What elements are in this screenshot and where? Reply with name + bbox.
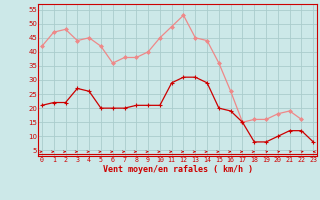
X-axis label: Vent moyen/en rafales ( km/h ): Vent moyen/en rafales ( km/h ): [103, 164, 252, 174]
